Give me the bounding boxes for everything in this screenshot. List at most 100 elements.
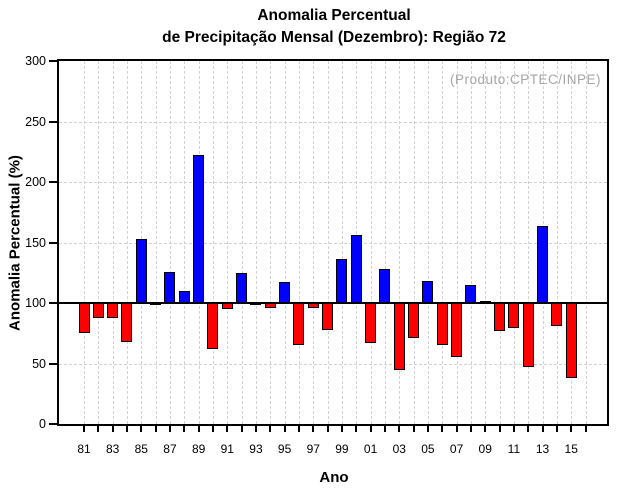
bar-year-04 bbox=[408, 303, 420, 339]
horizontal-gridline bbox=[59, 182, 607, 183]
bar-year-09 bbox=[479, 300, 491, 303]
x-axis-tick-label: 07 bbox=[449, 442, 464, 456]
bar-year-97 bbox=[307, 303, 319, 308]
bar-year-11 bbox=[508, 303, 520, 329]
y-axis-tick-label: 300 bbox=[25, 54, 46, 68]
bar-year-05 bbox=[422, 281, 434, 303]
x-axis-tick bbox=[269, 426, 272, 432]
x-axis-tick-label: 99 bbox=[335, 442, 349, 456]
product-note-label: (Produto:CPTEC/INPE) bbox=[449, 72, 601, 87]
y-axis-title: Anomalia Percentual (%) bbox=[6, 155, 24, 331]
x-axis-tick-label: 13 bbox=[535, 442, 550, 456]
y-axis-tick-label: 250 bbox=[25, 114, 46, 129]
bar-year-10 bbox=[494, 303, 506, 331]
x-axis-tick bbox=[340, 426, 343, 432]
x-axis-tick bbox=[125, 426, 128, 432]
y-axis-tick bbox=[49, 60, 57, 62]
bar-year-13 bbox=[537, 225, 549, 303]
x-axis-tick bbox=[197, 426, 200, 432]
x-axis-tick-label: 81 bbox=[77, 442, 91, 456]
bar-year-88 bbox=[178, 290, 190, 303]
y-axis-tick-label: 50 bbox=[32, 356, 46, 371]
x-axis-tick bbox=[168, 426, 171, 432]
x-axis-tick bbox=[211, 426, 214, 432]
bar-year-92 bbox=[236, 272, 248, 303]
x-axis-tick bbox=[570, 426, 573, 432]
x-axis-tick-label: 05 bbox=[421, 442, 435, 456]
x-axis-tick bbox=[584, 426, 587, 432]
bar-year-94 bbox=[264, 303, 276, 308]
bar-year-95 bbox=[279, 282, 291, 303]
x-axis-tick-label: 11 bbox=[507, 442, 521, 456]
bar-year-12 bbox=[522, 303, 534, 368]
x-axis-tick bbox=[398, 426, 401, 432]
y-axis-tick bbox=[49, 181, 57, 183]
bar-year-96 bbox=[293, 303, 305, 346]
bar-year-89 bbox=[193, 155, 205, 303]
x-axis-tick bbox=[254, 426, 257, 432]
bar-year-90 bbox=[207, 303, 219, 349]
horizontal-gridline bbox=[59, 121, 607, 123]
x-axis-tick bbox=[469, 426, 472, 432]
plot-area: (Produto:CPTEC/INPE) bbox=[57, 59, 609, 426]
bar-year-08 bbox=[465, 284, 477, 303]
y-axis-tick bbox=[49, 423, 57, 425]
x-axis-tick bbox=[226, 426, 229, 432]
bar-year-86 bbox=[150, 303, 162, 306]
x-axis-tick bbox=[240, 426, 243, 432]
x-axis-tick-label: 89 bbox=[191, 442, 206, 456]
x-axis-tick bbox=[154, 426, 157, 432]
bar-year-00 bbox=[350, 235, 362, 303]
horizontal-gridline bbox=[59, 242, 607, 244]
x-axis-tick bbox=[111, 426, 114, 432]
x-axis-tick bbox=[541, 426, 544, 432]
bar-year-93 bbox=[250, 303, 262, 306]
bar-year-83 bbox=[107, 303, 119, 318]
bar-year-82 bbox=[92, 303, 104, 318]
x-axis-tick bbox=[484, 426, 487, 432]
x-axis-tick bbox=[527, 426, 530, 432]
x-axis-tick bbox=[83, 426, 85, 432]
x-axis-tick bbox=[283, 426, 286, 432]
bar-year-98 bbox=[322, 303, 334, 330]
x-axis-tick-label: 97 bbox=[306, 442, 320, 456]
x-axis-tick bbox=[97, 426, 100, 432]
y-axis-tick-label: 100 bbox=[25, 296, 46, 310]
x-axis-tick-label: 01 bbox=[363, 442, 378, 456]
x-axis-tick-label: 85 bbox=[134, 442, 148, 456]
x-axis-tick-label: 09 bbox=[478, 442, 492, 456]
x-axis-tick bbox=[512, 426, 515, 432]
bar-year-99 bbox=[336, 259, 348, 303]
bar-year-84 bbox=[121, 303, 133, 342]
bar-year-01 bbox=[365, 303, 377, 343]
horizontal-gridline bbox=[59, 363, 607, 365]
x-axis-tick bbox=[383, 426, 386, 432]
x-axis-tick-label: 91 bbox=[220, 442, 234, 456]
y-axis-tick bbox=[49, 302, 57, 304]
x-axis-tick bbox=[355, 426, 358, 432]
bar-year-87 bbox=[164, 271, 176, 303]
bar-year-03 bbox=[393, 303, 405, 370]
x-axis-tick bbox=[297, 426, 300, 432]
x-axis-tick-label: 95 bbox=[277, 442, 292, 456]
x-axis-tick-label: 15 bbox=[564, 442, 578, 456]
x-axis-tick-label: 83 bbox=[105, 442, 120, 456]
x-axis-tick bbox=[183, 426, 186, 432]
chart-title-line1: Anomalia Percentual bbox=[257, 7, 411, 24]
y-axis-tick-label: 200 bbox=[25, 175, 46, 189]
bar-year-85 bbox=[135, 238, 147, 303]
y-axis-tick-label: 150 bbox=[25, 235, 46, 250]
bar-year-15 bbox=[565, 303, 577, 379]
x-axis-tick bbox=[140, 426, 143, 432]
bar-year-02 bbox=[379, 269, 391, 303]
x-axis-tick bbox=[369, 426, 372, 432]
x-axis-tick bbox=[426, 426, 429, 432]
x-axis-tick-label: 93 bbox=[249, 442, 263, 456]
x-axis-tick bbox=[498, 426, 501, 432]
bar-year-06 bbox=[436, 303, 448, 346]
bar-year-07 bbox=[451, 303, 463, 358]
x-axis-tick bbox=[441, 426, 444, 432]
x-axis-tick-label: 87 bbox=[163, 442, 177, 456]
bar-year-81 bbox=[78, 303, 90, 334]
